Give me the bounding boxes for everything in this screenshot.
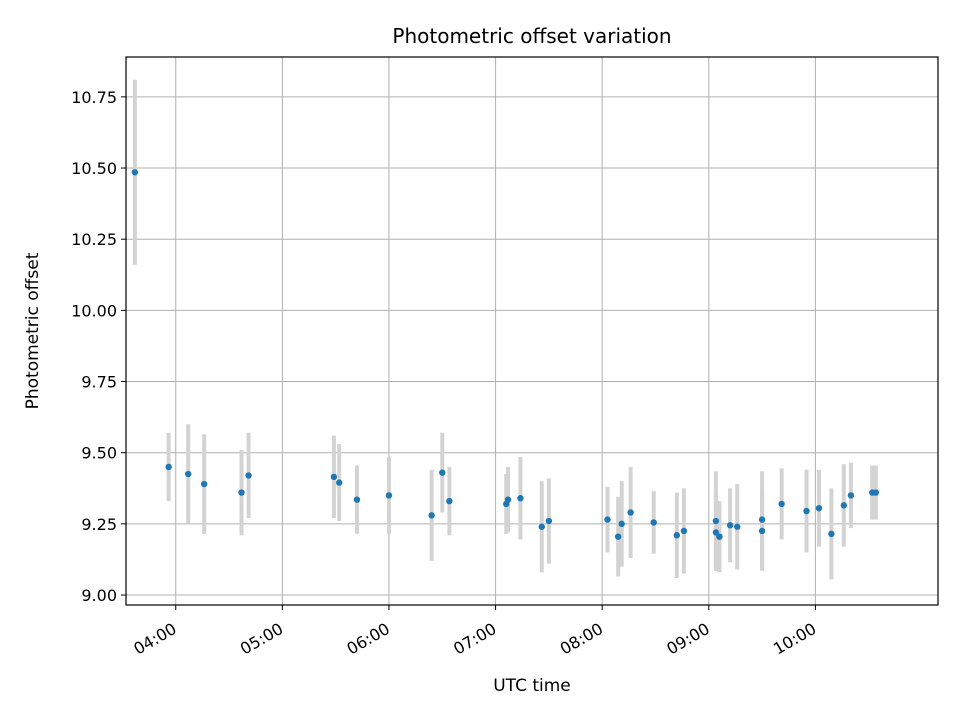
data-point [758,516,766,523]
data-point [353,496,361,503]
data-point [604,516,611,523]
y-tick-label: 10.75 [71,88,117,107]
data-point [131,169,139,176]
data-point [803,507,810,515]
y-tick-label: 9.00 [81,586,117,605]
y-tick-label: 10.00 [71,301,117,320]
data-point [726,522,734,529]
data-points [131,169,880,540]
data-point [828,530,835,538]
data-point [545,517,553,525]
grid [126,57,938,605]
y-tick-label: 9.50 [81,444,117,463]
data-point [712,529,720,536]
chart-title: Photometric offset variation [392,24,671,48]
data-point [336,479,343,486]
data-point [184,470,192,478]
y-axis: 9.00 9.25 9.50 9.75 10.00 10.25 10.50 10.75 [71,88,126,605]
data-point [627,509,634,516]
data-point [618,520,625,528]
y-axis-label: Photometric offset [23,252,43,409]
data-point [778,500,785,508]
data-point [712,517,720,525]
data-point [385,492,393,499]
plot-frame [125,56,939,606]
y-tick-label: 10.25 [71,230,117,249]
data-point [428,512,435,519]
data-point [734,523,741,530]
data-point [446,497,453,505]
data-point [538,523,545,530]
data-point [815,505,823,512]
data-point [872,489,880,496]
data-point [847,492,855,499]
data-point [245,472,252,479]
y-tick-label: 9.75 [81,373,117,392]
data-point [439,469,446,476]
y-tick-label: 9.25 [81,515,117,534]
data-point [200,480,208,488]
data-point [716,533,723,540]
y-tick-label: 10.50 [71,159,117,178]
x-axis-label: UTC time [493,676,571,696]
data-point [238,489,245,496]
data-point [673,532,681,539]
data-point [165,463,172,471]
data-point [758,527,766,535]
data-point [680,527,688,535]
data-point [650,519,657,526]
data-point [517,495,524,502]
data-point [504,496,512,503]
data-point [330,473,338,481]
data-point [840,502,848,509]
data-point [614,533,622,540]
